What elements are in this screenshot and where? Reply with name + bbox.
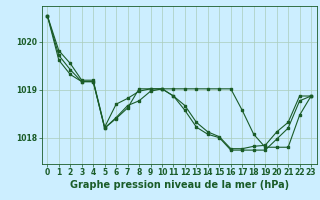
X-axis label: Graphe pression niveau de la mer (hPa): Graphe pression niveau de la mer (hPa) [70,180,289,190]
